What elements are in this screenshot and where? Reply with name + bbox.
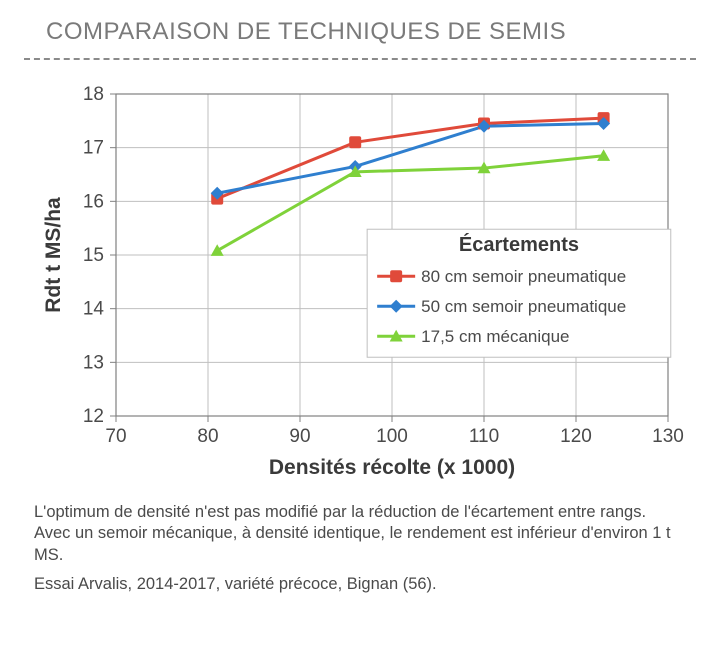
svg-text:100: 100	[376, 426, 408, 447]
svg-text:110: 110	[469, 426, 499, 447]
svg-text:16: 16	[83, 191, 104, 212]
page-container: COMPARAISON DE TECHNIQUES DE SEMIS 12131…	[0, 0, 720, 596]
svg-text:90: 90	[289, 426, 310, 447]
svg-text:13: 13	[83, 352, 104, 373]
svg-text:18: 18	[83, 84, 104, 105]
svg-text:12: 12	[83, 406, 104, 427]
svg-text:15: 15	[83, 245, 104, 266]
svg-text:80 cm semoir pneumatique: 80 cm semoir pneumatique	[421, 267, 626, 286]
caption-paragraph-1: L'optimum de densité n'est pas modifié p…	[34, 502, 686, 566]
page-title: COMPARAISON DE TECHNIQUES DE SEMIS	[46, 18, 696, 46]
chart: 12 13 14 15 16 17 18 70 80 90 100 110 120 130 Densités…	[24, 66, 696, 496]
svg-text:120: 120	[560, 426, 592, 447]
svg-text:Densités récolte (x 1000): Densités récolte (x 1000)	[269, 456, 515, 479]
divider-dashed	[24, 58, 696, 60]
caption-paragraph-2: Essai Arvalis, 2014-2017, variété précoc…	[34, 574, 686, 595]
chart-svg: 12 13 14 15 16 17 18 70 80 90 100 110 120 130 Densités…	[24, 66, 696, 496]
svg-text:17: 17	[83, 138, 104, 159]
svg-text:80: 80	[197, 426, 218, 447]
svg-text:Rdt t MS/ha: Rdt t MS/ha	[42, 197, 65, 313]
caption-block: L'optimum de densité n'est pas modifié p…	[34, 502, 686, 596]
svg-text:130: 130	[652, 426, 684, 447]
svg-text:17,5 cm mécanique: 17,5 cm mécanique	[421, 327, 569, 346]
svg-text:14: 14	[83, 299, 105, 320]
svg-text:70: 70	[105, 426, 126, 447]
svg-text:50 cm semoir pneumatique: 50 cm semoir pneumatique	[421, 297, 626, 316]
svg-text:Écartements: Écartements	[459, 233, 579, 256]
